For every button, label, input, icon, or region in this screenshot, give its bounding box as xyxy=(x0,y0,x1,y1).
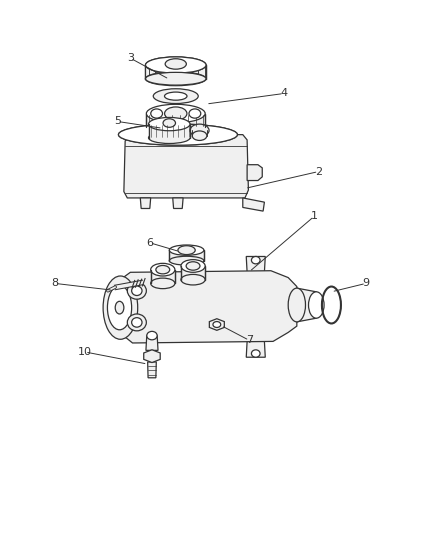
Polygon shape xyxy=(148,124,190,138)
Polygon shape xyxy=(169,250,204,261)
Ellipse shape xyxy=(127,282,146,299)
Ellipse shape xyxy=(145,57,206,73)
Ellipse shape xyxy=(169,245,204,255)
Text: 8: 8 xyxy=(51,278,58,288)
Ellipse shape xyxy=(156,265,170,274)
Text: 6: 6 xyxy=(146,238,153,248)
Text: 2: 2 xyxy=(315,166,322,176)
Ellipse shape xyxy=(165,92,187,100)
Text: 1: 1 xyxy=(311,212,318,221)
Ellipse shape xyxy=(145,72,206,85)
Ellipse shape xyxy=(288,288,305,322)
Polygon shape xyxy=(124,135,248,198)
Ellipse shape xyxy=(145,57,206,73)
Text: 4: 4 xyxy=(280,88,287,99)
Polygon shape xyxy=(148,362,156,378)
Ellipse shape xyxy=(251,256,260,264)
Ellipse shape xyxy=(165,107,187,120)
Polygon shape xyxy=(209,319,224,330)
Polygon shape xyxy=(146,114,205,127)
Polygon shape xyxy=(297,288,316,322)
Polygon shape xyxy=(181,266,205,280)
Ellipse shape xyxy=(192,131,207,140)
Polygon shape xyxy=(151,270,175,284)
Text: 7: 7 xyxy=(246,335,253,345)
Polygon shape xyxy=(145,65,206,79)
Ellipse shape xyxy=(146,104,205,123)
Ellipse shape xyxy=(147,332,157,340)
Polygon shape xyxy=(144,350,160,362)
Ellipse shape xyxy=(132,318,142,327)
Polygon shape xyxy=(111,271,297,343)
Ellipse shape xyxy=(148,132,190,143)
Text: 3: 3 xyxy=(127,53,134,63)
Polygon shape xyxy=(247,165,262,181)
Polygon shape xyxy=(173,198,183,208)
Ellipse shape xyxy=(181,260,205,272)
Ellipse shape xyxy=(148,117,190,131)
Ellipse shape xyxy=(118,124,237,145)
Ellipse shape xyxy=(213,321,221,327)
Ellipse shape xyxy=(107,286,132,330)
Ellipse shape xyxy=(186,262,200,270)
Polygon shape xyxy=(246,342,265,357)
Ellipse shape xyxy=(151,263,175,276)
Polygon shape xyxy=(146,336,158,350)
Ellipse shape xyxy=(145,72,206,86)
Ellipse shape xyxy=(165,59,186,69)
Polygon shape xyxy=(140,198,151,208)
Ellipse shape xyxy=(190,124,209,137)
Ellipse shape xyxy=(153,89,198,103)
Ellipse shape xyxy=(151,278,175,289)
Ellipse shape xyxy=(189,109,201,118)
Ellipse shape xyxy=(103,276,138,340)
Text: 10: 10 xyxy=(78,347,92,357)
Ellipse shape xyxy=(151,109,162,118)
Ellipse shape xyxy=(146,119,205,135)
Ellipse shape xyxy=(251,350,260,357)
Ellipse shape xyxy=(118,124,237,145)
Ellipse shape xyxy=(178,246,195,255)
Ellipse shape xyxy=(169,256,204,265)
Ellipse shape xyxy=(127,314,146,331)
Ellipse shape xyxy=(115,301,124,314)
Polygon shape xyxy=(243,198,265,211)
Ellipse shape xyxy=(132,286,142,295)
Ellipse shape xyxy=(163,119,176,127)
Text: 5: 5 xyxy=(114,116,121,126)
Ellipse shape xyxy=(181,274,205,285)
Polygon shape xyxy=(246,256,265,272)
Ellipse shape xyxy=(308,292,324,318)
Text: 9: 9 xyxy=(363,278,370,288)
Ellipse shape xyxy=(165,59,186,69)
